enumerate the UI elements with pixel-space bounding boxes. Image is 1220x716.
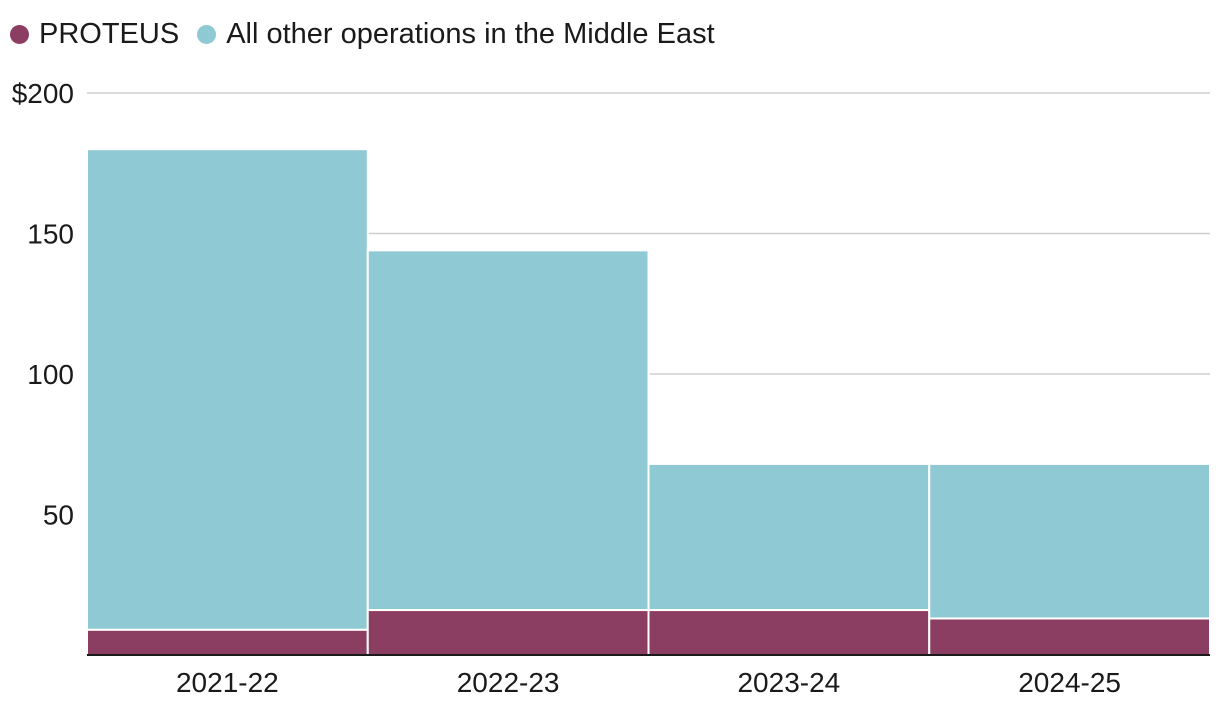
- bar-other-operations-2023-24: [647, 462, 931, 612]
- bar-proteus-2023-24: [647, 609, 931, 656]
- y-tick-label: 100: [27, 359, 74, 390]
- legend-item-proteus: PROTEUS: [10, 14, 179, 54]
- y-tick-label: 50: [43, 500, 74, 531]
- legend-swatch-proteus: [10, 24, 29, 44]
- bar-proteus-2021-22: [86, 628, 369, 657]
- bar-proteus-2022-23: [366, 609, 650, 656]
- bar-other-operations-2024-25: [928, 462, 1211, 620]
- bar-other-operations-2021-22: [86, 148, 369, 631]
- y-tick-label: 150: [27, 219, 74, 250]
- legend: PROTEUS All other operations in the Midd…: [10, 14, 715, 54]
- y-tick-label: $200: [12, 78, 74, 109]
- x-tick-label: 2022-23: [457, 667, 560, 698]
- y-axis-ticks: 50 100 150 $200: [12, 78, 74, 531]
- legend-label-proteus: PROTEUS: [39, 18, 180, 50]
- bar-other-operations-2022-23: [366, 249, 650, 612]
- bars: [86, 148, 1211, 657]
- x-tick-label: 2021-22: [176, 667, 279, 698]
- legend-item-other-operations: All other operations in the Middle East: [197, 14, 715, 54]
- legend-label-other-operations: All other operations in the Middle East: [226, 18, 715, 50]
- x-axis-ticks: 2021-22 2022-23 2023-24 2024-25: [87, 654, 1210, 698]
- bar-proteus-2024-25: [928, 617, 1211, 656]
- x-tick-label: 2024-25: [1018, 667, 1121, 698]
- legend-swatch-other-operations: [197, 24, 217, 44]
- x-tick-label: 2023-24: [737, 667, 840, 698]
